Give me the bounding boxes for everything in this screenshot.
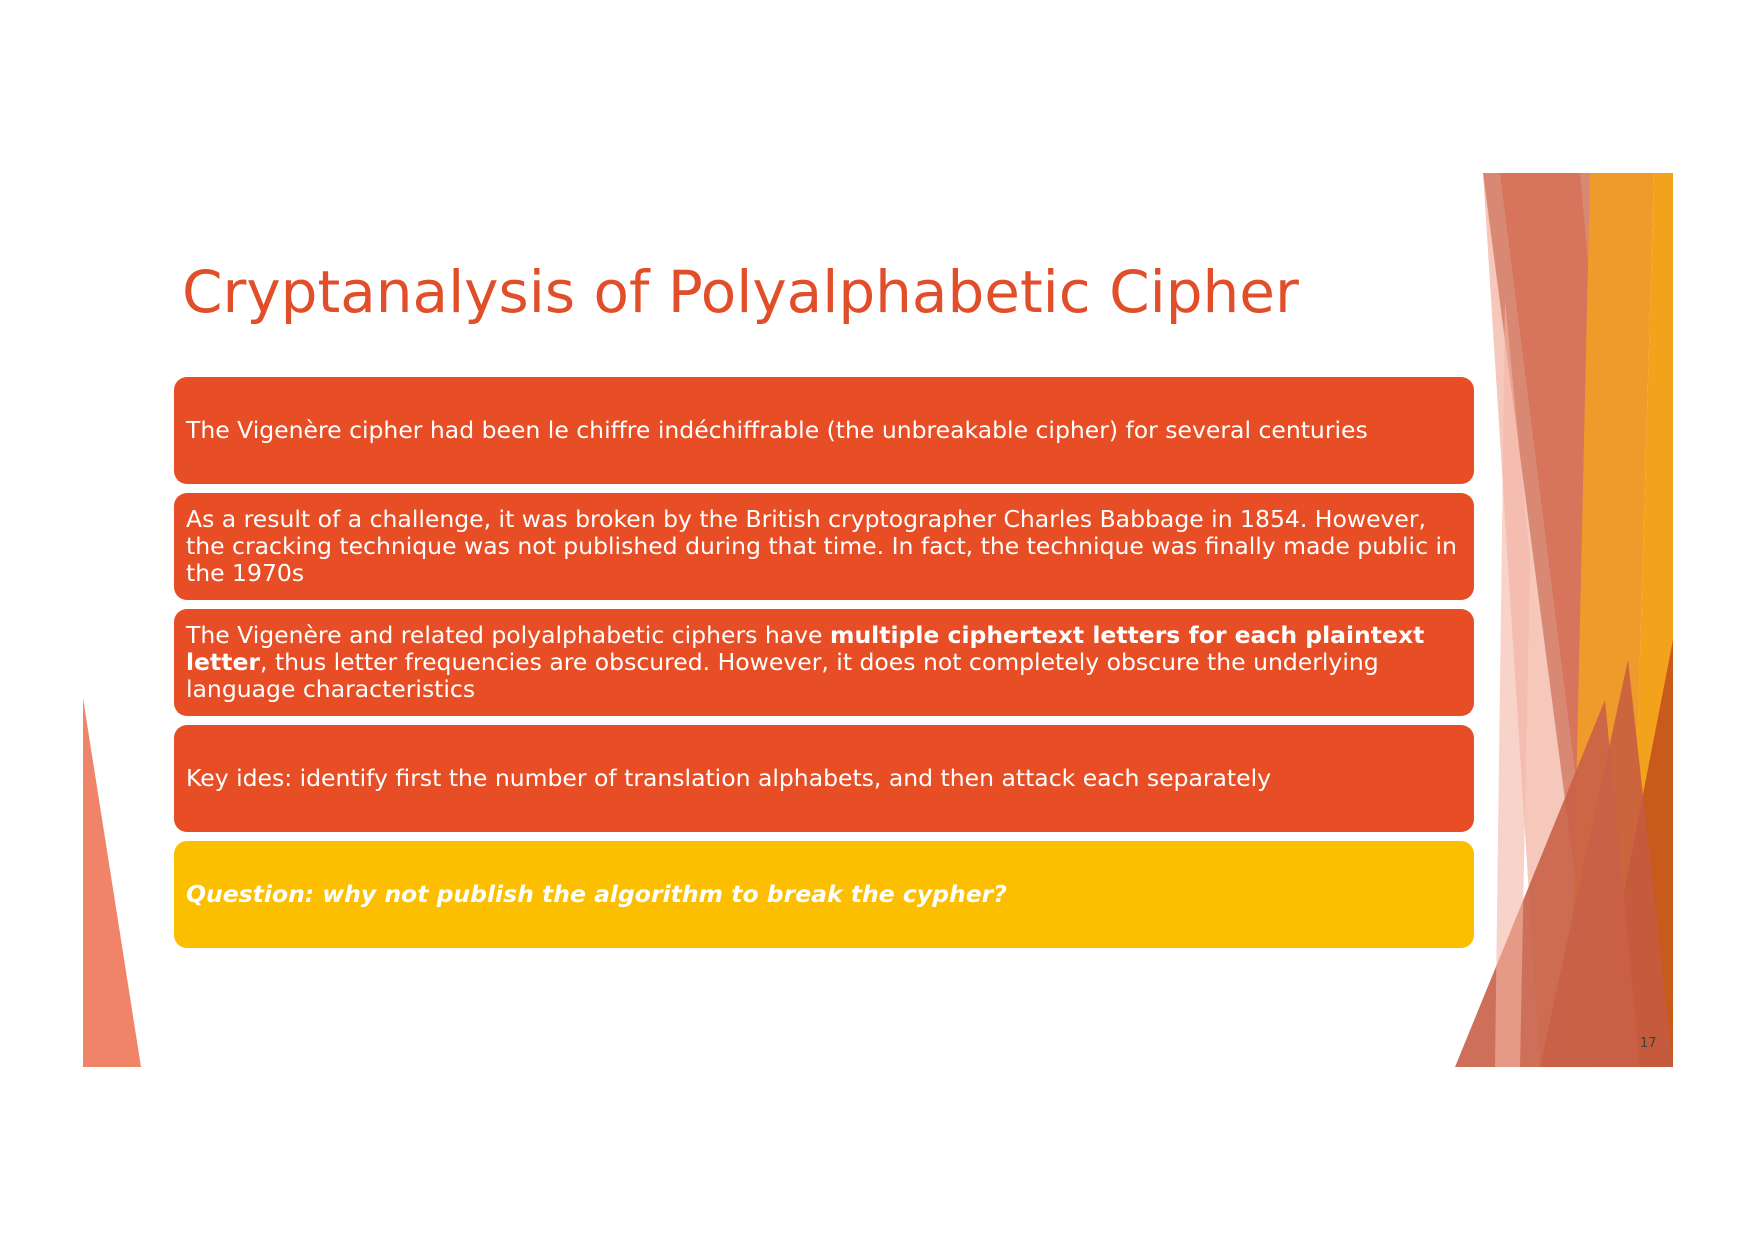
- bullet-box-2: As a result of a challenge, it was broke…: [174, 493, 1474, 600]
- bullet-box-3: The Vigenère and related polyalphabetic …: [174, 609, 1474, 716]
- question-box: Question: why not publish the algorithm …: [174, 841, 1474, 948]
- right-facet-9: [1495, 300, 1530, 1067]
- left-triangle-shape: [83, 698, 141, 1067]
- page-number: 17: [1640, 1036, 1657, 1051]
- bullet-text-3: The Vigenère and related polyalphabetic …: [186, 622, 1462, 703]
- bullet-text-4: Key ides: identify first the number of t…: [186, 764, 1272, 792]
- bullet-text-3-emphasis: multiple ciphertext letters for each pla…: [186, 621, 1425, 676]
- slide-title: Cryptanalysis of Polyalphabetic Cipher: [182, 258, 1299, 326]
- bullet-text-1: The Vigenère cipher had been le chiffre …: [186, 416, 1368, 444]
- bullet-box-4: Key ides: identify first the number of t…: [174, 725, 1474, 832]
- bullet-text-2: As a result of a challenge, it was broke…: [186, 505, 1457, 587]
- bullet-box-1: The Vigenère cipher had been le chiffre …: [174, 377, 1474, 484]
- bullet-text-3-end: , thus letter frequencies are obscured. …: [186, 648, 1379, 703]
- bullet-text-3-start: The Vigenère and related polyalphabetic …: [186, 621, 830, 649]
- question-text: Question: why not publish the algorithm …: [186, 880, 1007, 908]
